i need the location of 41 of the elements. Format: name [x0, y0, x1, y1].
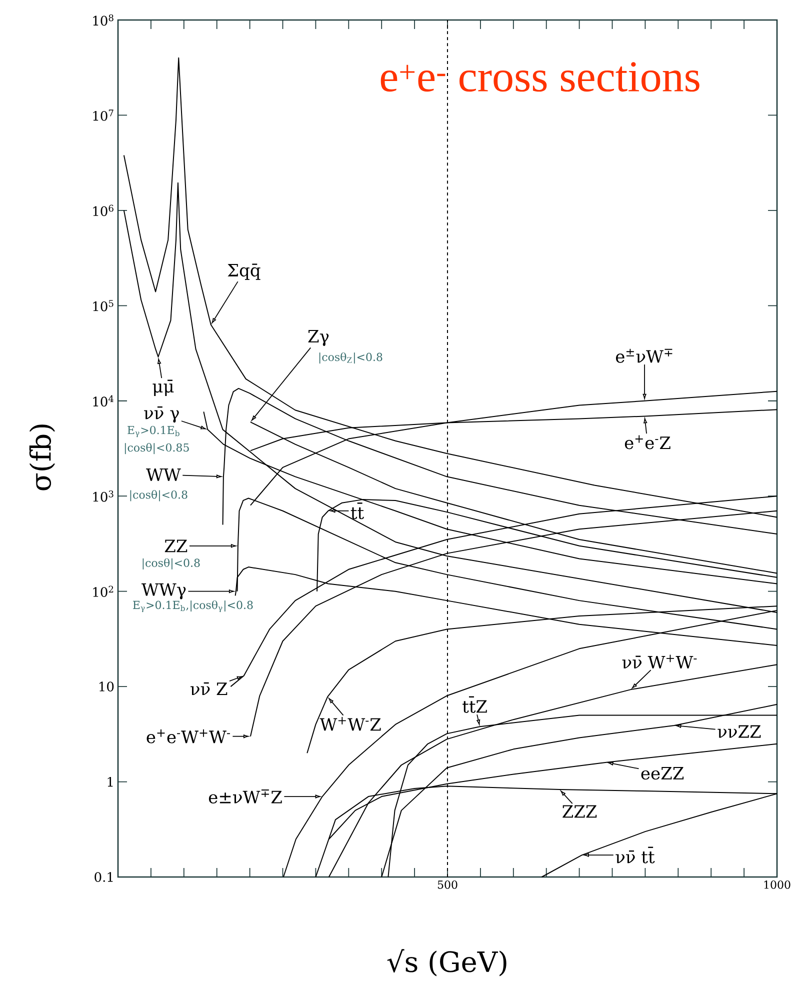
annotation: ZZZ: [562, 805, 597, 818]
annotation: |cosθ$_{Z}$|<0.8: [319, 352, 382, 364]
y-tick-label: 10$^{8}$: [93, 14, 114, 26]
y-axis-title: σ(fb): [29, 424, 56, 490]
annotation: E$_{γ}$>0.1E$_{b}$: [128, 426, 180, 438]
annotation: WW: [146, 468, 181, 481]
y-tick-label: 1: [108, 776, 113, 787]
annotation: νν̄ Z: [190, 682, 228, 696]
annotation: e±νW$^{∓}$Z: [208, 790, 282, 804]
annotation: e$^{+}$e$^{-}$W$^{+}$W$^{-}$: [146, 729, 230, 744]
annotation: Σqq̄: [228, 264, 260, 280]
y-tick-label: 10$^{7}$: [93, 110, 114, 121]
x-axis-title: √s (GeV): [387, 949, 506, 976]
y-tick-label: 10$^{2}$: [93, 586, 114, 597]
y-tick-label: 10$^{3}$: [93, 490, 114, 502]
x-tick-label: 1000: [764, 880, 790, 889]
annotation: tt̄Z: [462, 696, 487, 713]
annotation: |cosθ|<0.8: [142, 558, 200, 570]
annotation: ννZZ: [718, 725, 761, 738]
annotation: νν̄ γ: [144, 406, 179, 423]
y-tick-label: 10$^{6}$: [93, 204, 114, 216]
x-tick-label: 500: [438, 880, 458, 889]
annotation: ZZ: [164, 540, 188, 552]
annotation: e$^{±}$νW$^{∓}$: [616, 348, 672, 363]
y-tick-label: 10$^{4}$: [93, 395, 114, 407]
annotation: e$^{+}$e$^{-}$Z: [624, 435, 670, 450]
annotation: μμ̄: [152, 380, 174, 396]
annotation: eeZZ: [641, 767, 684, 780]
y-tick-label: 0.1: [94, 872, 113, 882]
annotation: νν̄ W$^{+}$W$^{-}$: [622, 654, 697, 668]
annotation: νν̄ tt̄: [616, 846, 655, 864]
text: e$^{+}$e$^{-}$ cross sections: [380, 62, 700, 92]
annotation: WWγ: [141, 583, 186, 600]
y-tick-label: 10: [100, 682, 114, 692]
annotation: E$_{γ}$>0.1E$_{b}$,|cosθ$_{γ}$|<0.8: [133, 600, 253, 612]
annotation: tt̄: [350, 502, 364, 520]
annotation: W$^{+}$W$^{-}$Z: [320, 716, 381, 731]
annotation: Zγ: [308, 330, 329, 346]
annotation: |cosθ|<0.8: [130, 490, 188, 502]
y-tick-label: 10$^{5}$: [93, 300, 114, 312]
annotation: |cosθ|<0.85: [124, 443, 189, 454]
